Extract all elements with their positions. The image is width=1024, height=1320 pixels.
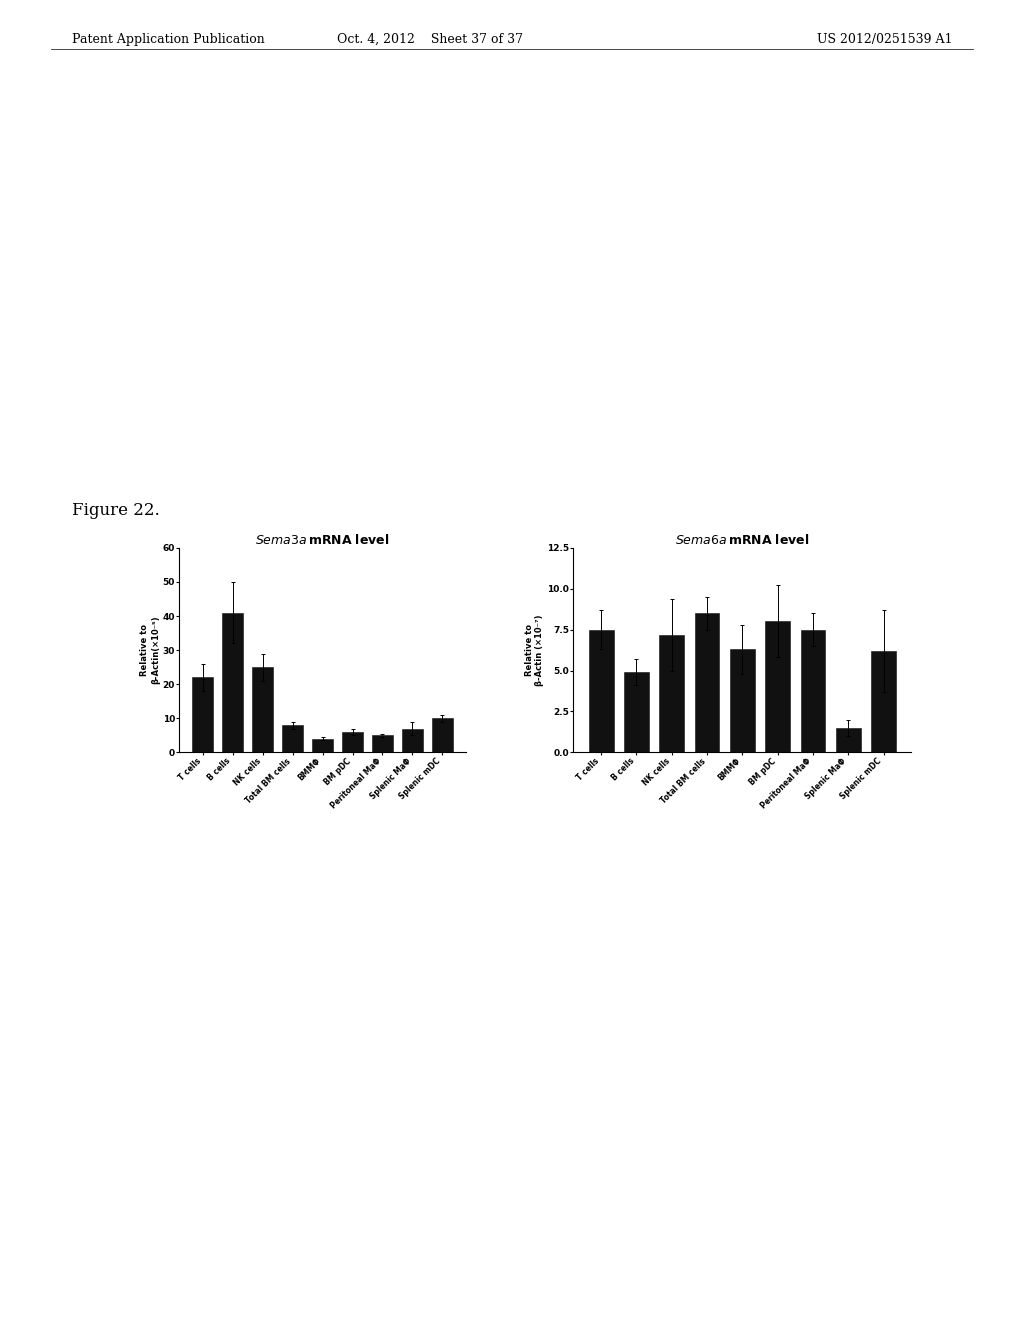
Bar <box>871 651 896 752</box>
Bar <box>694 614 720 752</box>
Bar <box>801 630 825 752</box>
Bar <box>342 731 362 752</box>
Y-axis label: Relative to
β-Actin (×10⁻⁷): Relative to β-Actin (×10⁻⁷) <box>525 614 545 686</box>
Bar <box>836 727 861 752</box>
Text: Figure 22.: Figure 22. <box>72 502 160 519</box>
Bar <box>312 739 333 752</box>
Bar <box>372 735 393 752</box>
Bar <box>730 649 755 752</box>
Bar <box>283 725 303 752</box>
Bar <box>432 718 453 752</box>
Bar <box>765 622 791 752</box>
Bar <box>659 635 684 752</box>
Bar <box>252 667 273 752</box>
Bar <box>589 630 613 752</box>
Bar <box>624 672 649 752</box>
Bar <box>193 677 213 752</box>
Bar <box>402 729 423 752</box>
Text: Oct. 4, 2012    Sheet 37 of 37: Oct. 4, 2012 Sheet 37 of 37 <box>337 33 523 46</box>
Bar <box>222 612 243 752</box>
Y-axis label: Relative to
β-Actin(×10⁻⁵): Relative to β-Actin(×10⁻⁵) <box>140 616 160 684</box>
Title: $\mathbf{\mathit{Sema6a}}$$\mathbf{\, mRNA\ level}$: $\mathbf{\mathit{Sema6a}}$$\mathbf{\, mR… <box>675 533 810 546</box>
Text: Patent Application Publication: Patent Application Publication <box>72 33 264 46</box>
Title: $\mathbf{\mathit{Sema3a}}$$\mathbf{\, mRNA\ level}$: $\mathbf{\mathit{Sema3a}}$$\mathbf{\, mR… <box>255 533 390 546</box>
Text: US 2012/0251539 A1: US 2012/0251539 A1 <box>817 33 952 46</box>
